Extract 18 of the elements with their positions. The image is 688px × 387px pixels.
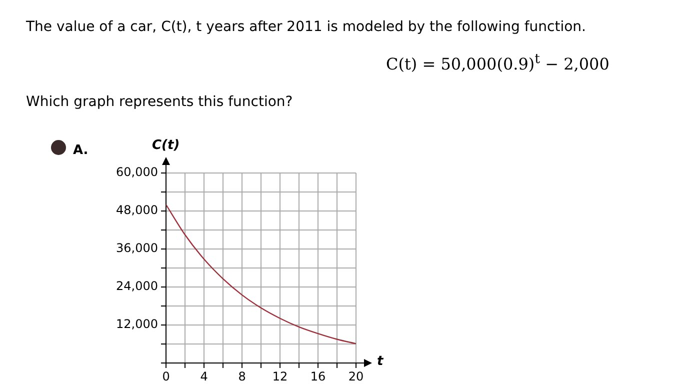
y-axis-title: C(t) — [152, 138, 180, 153]
y-tick-label: 36,000 — [116, 241, 158, 256]
x-tick-label: 20 — [348, 369, 364, 384]
x-tick-label: 8 — [238, 369, 246, 384]
x-tick-label: 4 — [200, 369, 208, 384]
x-tick-label: 16 — [310, 369, 326, 384]
x-tick-label: 0 — [162, 369, 170, 384]
x-axis-title: t — [377, 354, 384, 369]
text: A. — [73, 143, 88, 158]
y-tick-label: 12,000 — [116, 317, 158, 332]
y-tick-label: 60,000 — [116, 165, 158, 180]
chart-title: The value of a car, C(t), t years after 2011 is modeled by the following function. — [26, 19, 586, 35]
y-tick-label: 48,000 — [116, 203, 158, 218]
x-tick-label: 12 — [272, 369, 288, 384]
y-tick-label: 24,000 — [116, 279, 158, 294]
line-series — [166, 204, 356, 344]
text: C(t) = 50,000(0.9)$^{t}$ − 2,000 — [386, 52, 610, 74]
text: Which graph represents this function? — [26, 94, 293, 110]
